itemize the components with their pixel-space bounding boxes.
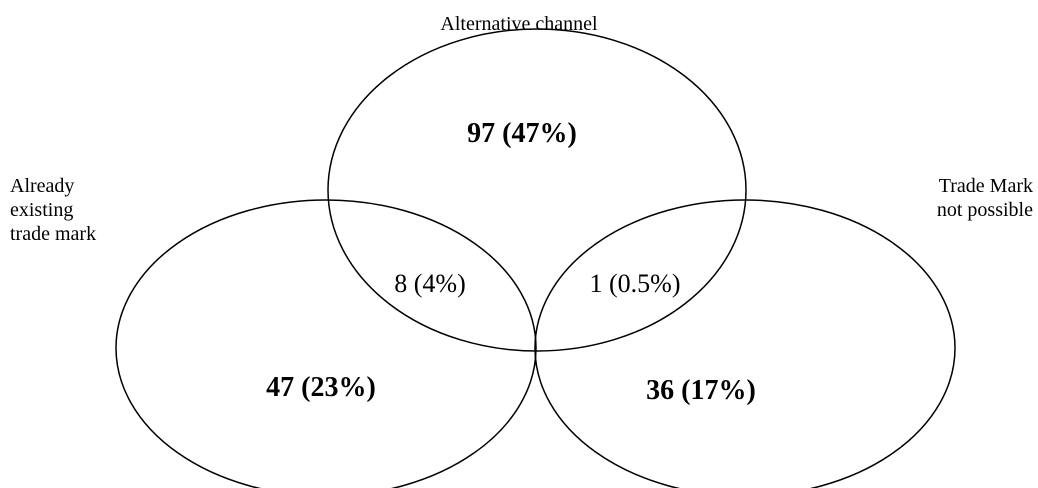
region-count-existing-and-alternative: 8 (4%) (394, 269, 466, 298)
set-circle-alternative-channel (327, 28, 747, 352)
set-label-line: existing (10, 199, 74, 221)
set-label-line: not possible (936, 199, 1033, 221)
region-count-alternative-channel-only: 97 (47%) (467, 118, 577, 149)
region-count-alternative-and-not-possible: 1 (0.5%) (589, 269, 681, 298)
set-label-already-existing-trade-mark: Already existing trade mark (10, 174, 96, 246)
set-label-line: trade mark (10, 223, 97, 245)
set-label-line: Trade Mark (938, 175, 1033, 197)
set-label-trade-mark-not-possible: Trade Mark not possible (937, 174, 1033, 222)
region-count-existing-only: 47 (23%) (266, 372, 376, 403)
set-label-alternative-channel: Alternative channel (0, 12, 1038, 36)
set-label-line: Already (10, 175, 75, 197)
set-label-line: Alternative channel (440, 13, 598, 35)
region-count-not-possible-only: 36 (17%) (646, 375, 756, 406)
set-circle-trade-mark-not-possible (534, 199, 956, 488)
set-circle-already-existing-trade-mark (115, 199, 537, 488)
